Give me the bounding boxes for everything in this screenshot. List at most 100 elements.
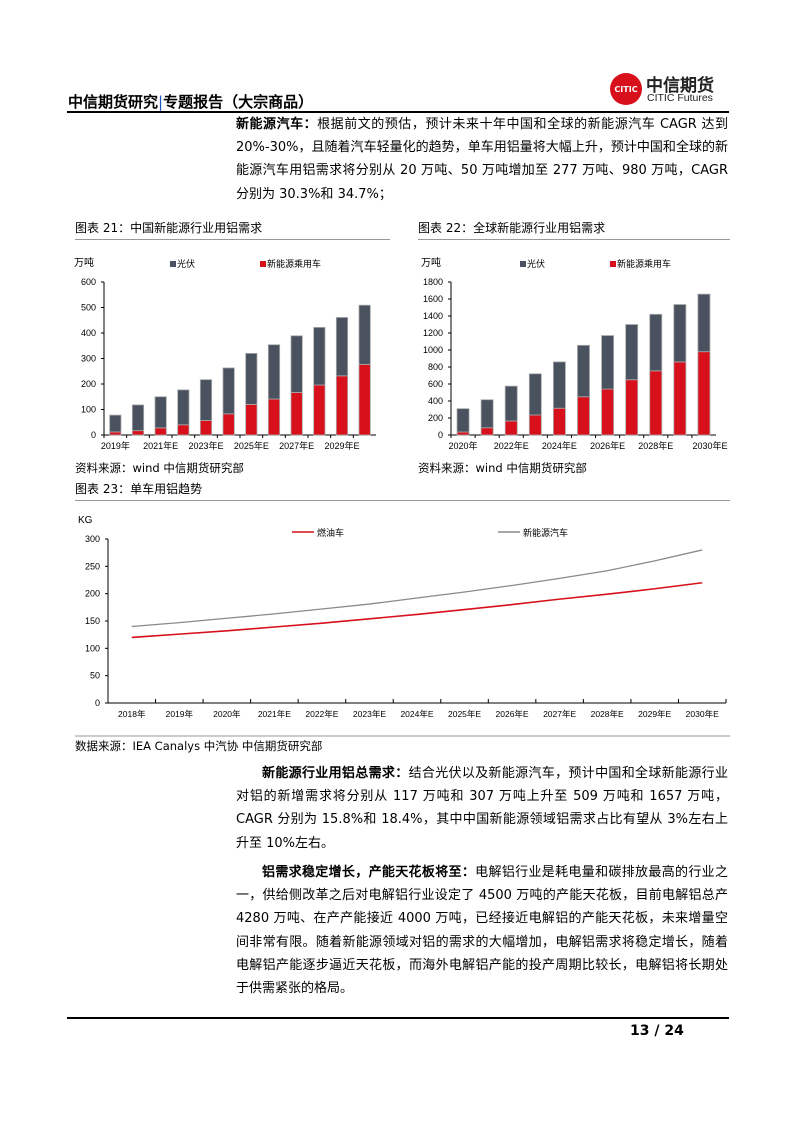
fig22-caption: 图表 22：全球新能源行业用铝需求 xyxy=(418,219,730,240)
bar-nev xyxy=(697,351,711,436)
series-line-fuel xyxy=(131,581,703,639)
fig21-source: 资料来源：wind 中信期货研究部 xyxy=(75,461,244,475)
x-tick-label: 2023年E xyxy=(188,440,223,451)
bar-pv xyxy=(109,414,122,433)
x-tick-label: 2023年E xyxy=(353,709,386,719)
fig22-source: 资料来源：wind 中信期货研究部 xyxy=(418,461,587,475)
y-tick-label: 1000 xyxy=(423,345,443,355)
intro-heading: 新能源汽车： xyxy=(236,117,318,132)
x-tick-label: 2021年E xyxy=(258,709,291,719)
legend-label: 新能源乘用车 xyxy=(617,258,671,269)
legend-label: 光伏 xyxy=(177,258,195,269)
bar-nev xyxy=(267,398,281,436)
legend-label: 光伏 xyxy=(527,258,545,269)
bar-pv xyxy=(577,344,590,398)
legend-swatch xyxy=(520,261,526,267)
x-tick-label: 2018年 xyxy=(118,709,146,719)
bar-pv xyxy=(552,361,566,409)
bar-nev xyxy=(154,427,167,436)
para2-text: 结合光伏以及新能源汽车，预计中国和全球新能源行业对铝的新增需求将分别从 117 … xyxy=(236,766,728,851)
header-divider xyxy=(67,111,729,113)
intro-paragraph: 新能源汽车：根据前文的预估，预计未来十年中国和全球的新能源汽车 CAGR 达到 … xyxy=(236,113,728,206)
x-tick-label: 2022年E xyxy=(305,709,338,719)
bar-nev xyxy=(456,431,470,436)
bar-nev xyxy=(222,413,235,436)
page-number: 13 / 24 xyxy=(630,1023,684,1039)
para2-heading: 新能源行业用铝总需求： xyxy=(262,766,409,781)
y-tick-label: 200 xyxy=(428,413,443,423)
bar-nev xyxy=(649,370,663,436)
fig21-caption: 图表 21：中国新能源行业用铝需求 xyxy=(75,219,390,240)
para3-heading: 铝需求稳定增长，产能天花板将至： xyxy=(262,865,476,880)
footer-divider xyxy=(67,1017,729,1019)
x-tick-label: 2030年E xyxy=(692,440,727,451)
y-axis-unit: KG xyxy=(78,515,93,526)
citic-futures-logo: CITIC 中信期货 CITIC Futures xyxy=(610,73,730,107)
legend-swatch xyxy=(610,261,616,267)
intro-text: 根据前文的预估，预计未来十年中国和全球的新能源汽车 CAGR 达到 20%-30… xyxy=(236,117,728,202)
bar-pv xyxy=(131,404,145,432)
y-tick-label: 400 xyxy=(428,396,443,406)
bar-nev xyxy=(290,392,303,436)
bar-nev xyxy=(245,403,258,436)
fig23-source: 数据来源：IEA Canalys 中汽协 中信期货研究部 xyxy=(75,735,730,754)
series-line-nev xyxy=(131,549,703,628)
bar-pv xyxy=(673,304,687,363)
bar-nev xyxy=(577,396,590,436)
x-tick-label: 2029年E xyxy=(324,440,359,451)
y-tick-label: 200 xyxy=(81,379,96,389)
bar-nev xyxy=(601,388,615,436)
bar-nev xyxy=(199,420,213,436)
global-aluminum-demand-chart: 0 200 400 600 800 1000 1200 1400 1600 1800 万吨 2020年… xyxy=(421,256,727,451)
x-tick-label: 2024年E xyxy=(400,709,433,719)
bar-pv xyxy=(649,313,663,372)
bar-pv xyxy=(199,379,213,421)
y-tick-label: 300 xyxy=(85,534,100,544)
x-tick-label: 2022年E xyxy=(494,440,529,451)
legend-swatch xyxy=(170,261,176,267)
china-aluminum-demand-chart: 0 100 200 300 400 500 600 万吨 2019年 2021年E 2023年E 20… xyxy=(74,256,376,451)
bar-pv xyxy=(245,353,258,405)
logo-cn-text: 中信期货 xyxy=(646,76,714,96)
x-tick-label: 2027年E xyxy=(543,709,576,719)
bar-pv xyxy=(456,408,470,433)
y-tick-label: 1400 xyxy=(423,311,443,321)
bar-nev xyxy=(673,361,687,436)
logo-en-text: CITIC Futures xyxy=(647,92,713,104)
bar-nev xyxy=(109,431,122,436)
bar-nev xyxy=(625,379,639,436)
bar-pv xyxy=(154,396,167,429)
bar-pv xyxy=(625,324,639,381)
bar-pv xyxy=(697,293,711,353)
para3-text: 电解铝行业是耗电量和碳排放最高的行业之一，供给侧改革之后对电解铝行业设定了 45… xyxy=(236,865,728,997)
x-tick-label: 2020年 xyxy=(449,440,478,451)
bar-nev xyxy=(528,414,542,436)
y-tick-label: 1600 xyxy=(423,294,443,304)
x-tick-label: 2029年E xyxy=(638,709,671,719)
y-tick-label: 200 xyxy=(85,589,100,599)
y-tick-label: 100 xyxy=(81,405,96,415)
y-tick-label: 500 xyxy=(81,303,96,313)
bar-nev xyxy=(358,363,371,436)
y-tick-label: 100 xyxy=(85,643,100,653)
x-tick-label: 2021年E xyxy=(143,440,178,451)
header-org: 中信期货研究 xyxy=(68,93,159,111)
per-vehicle-aluminum-chart: 0 50 100 150 200 250 300 KG 2018年 2019年 2020年 2021年… xyxy=(78,515,727,719)
x-tick-label: 2020年 xyxy=(213,709,241,719)
y-tick-label: 300 xyxy=(81,354,96,364)
header-report-type: 专题报告（大宗商品） xyxy=(163,93,314,111)
bar-nev xyxy=(177,424,190,436)
y-tick-label: 600 xyxy=(81,277,96,287)
y-tick-label: 400 xyxy=(81,328,96,338)
bar-nev xyxy=(504,420,518,436)
bar-nev xyxy=(552,407,566,436)
y-tick-label: 1200 xyxy=(423,328,443,338)
x-tick-label: 2028年E xyxy=(638,440,673,451)
bar-pv xyxy=(335,317,349,377)
x-tick-label: 2027年E xyxy=(279,440,314,451)
y-tick-label: 0 xyxy=(438,430,443,440)
x-tick-label: 2024年E xyxy=(542,440,577,451)
x-tick-label: 2019年 xyxy=(101,440,130,451)
y-tick-label: 600 xyxy=(428,379,443,389)
